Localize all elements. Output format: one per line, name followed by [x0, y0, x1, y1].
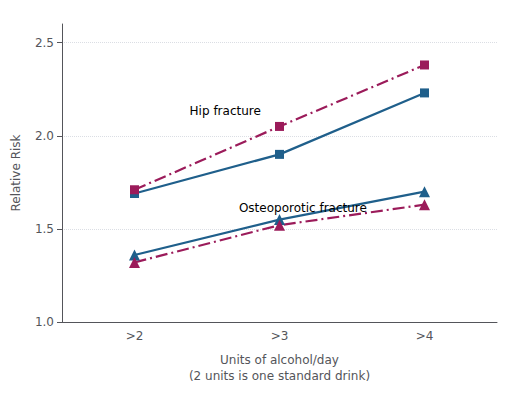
svg-text:>2: >2: [126, 329, 144, 343]
svg-text:1.5: 1.5: [35, 222, 54, 236]
svg-text:Hip fracture: Hip fracture: [190, 104, 261, 118]
svg-text:Osteoporotic fracture: Osteoporotic fracture: [239, 201, 367, 215]
svg-text:(2 units is one standard drink: (2 units is one standard drink): [189, 369, 370, 383]
svg-text:>4: >4: [416, 329, 434, 343]
svg-text:Units of alcohol/day: Units of alcohol/day: [220, 353, 339, 367]
svg-text:2.0: 2.0: [35, 129, 54, 143]
svg-text:2.5: 2.5: [35, 36, 54, 50]
svg-text:>3: >3: [271, 329, 289, 343]
svg-text:1.0: 1.0: [35, 315, 54, 329]
svg-text:Relative Risk: Relative Risk: [9, 134, 23, 211]
